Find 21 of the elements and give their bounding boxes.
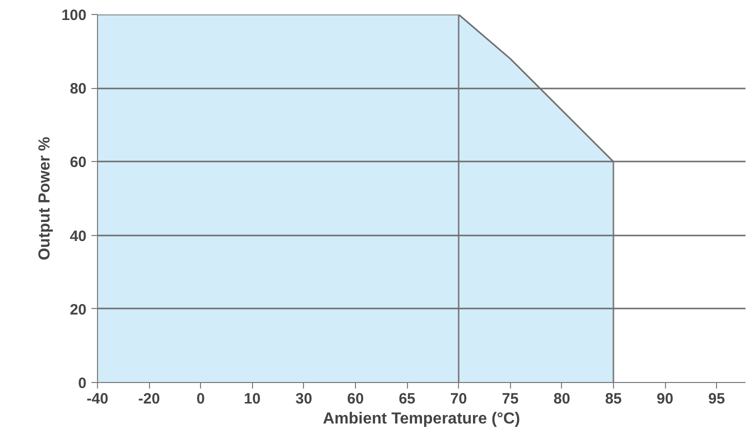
- x-tick-label: 80: [553, 390, 570, 408]
- y-tick-label: 20: [70, 301, 87, 318]
- x-tick-label: -40: [86, 390, 108, 408]
- y-tick-label: 80: [70, 80, 87, 98]
- x-tick-label: 75: [502, 390, 519, 408]
- x-tick-label: 65: [398, 390, 416, 408]
- y-tick-label: 100: [61, 7, 87, 24]
- x-axis-title: Ambient Temperature (°C): [322, 410, 520, 428]
- x-tick-label: 0: [196, 390, 205, 408]
- x-tick-label: 10: [244, 390, 261, 408]
- x-tick-label: 85: [605, 390, 622, 408]
- x-tick-label: 60: [347, 390, 364, 408]
- x-tick-label: 95: [708, 390, 725, 408]
- x-tick-label: 90: [656, 390, 674, 408]
- x-tick-label: 70: [450, 390, 467, 408]
- x-tick-label: 30: [296, 390, 312, 408]
- y-axis-title: Output Power %: [36, 136, 54, 260]
- y-tick-label: 0: [78, 375, 86, 392]
- y-tick-label: 60: [70, 154, 87, 172]
- y-tick-label: 40: [70, 228, 87, 245]
- x-tick-label: -20: [138, 390, 160, 408]
